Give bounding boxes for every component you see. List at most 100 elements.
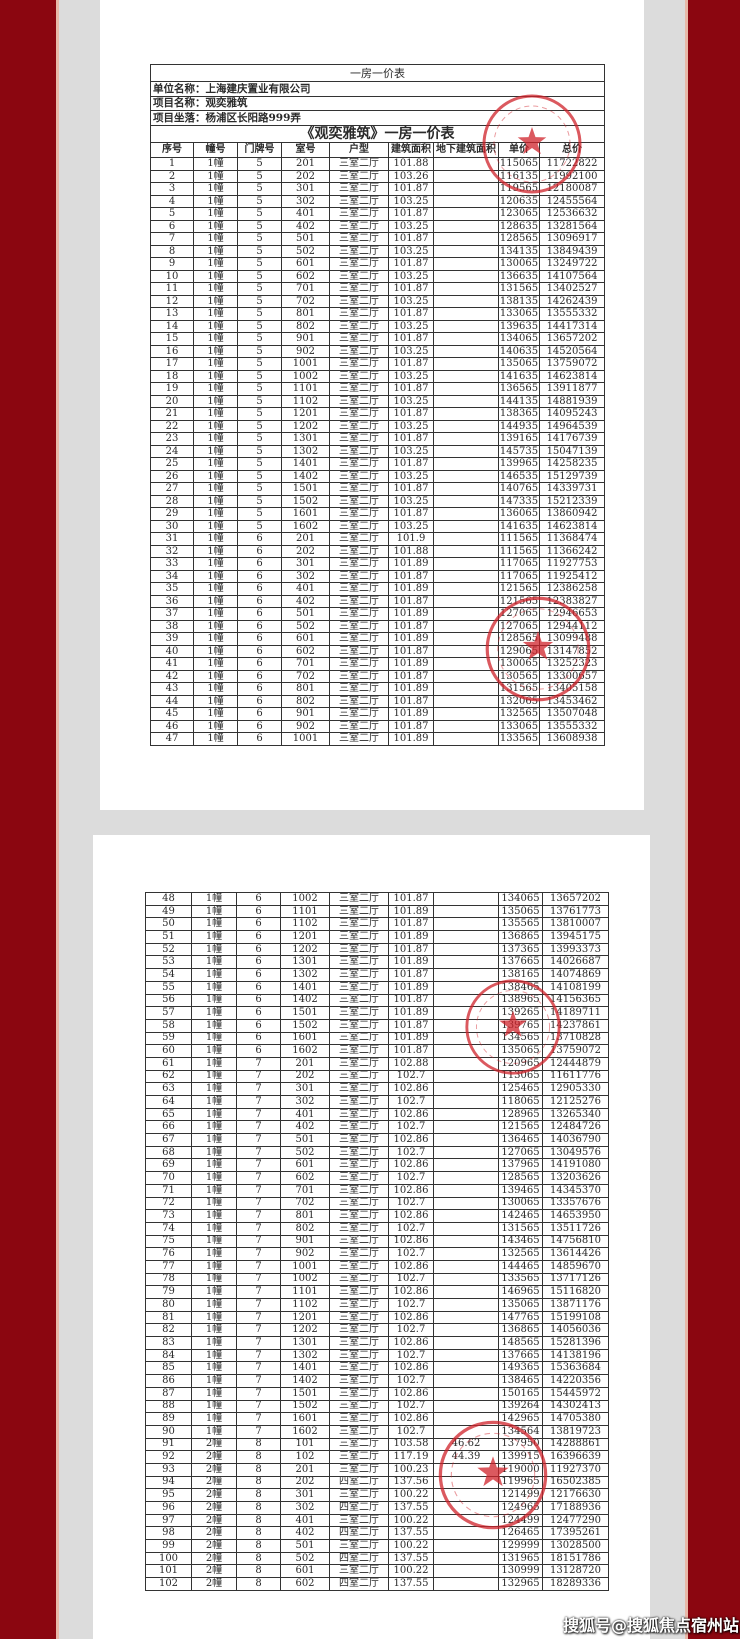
table-cell: 1幢 bbox=[193, 669, 238, 684]
table-cell bbox=[433, 1577, 499, 1591]
table-cell: 1幢 bbox=[191, 892, 237, 906]
table-cell: 7 bbox=[236, 1145, 281, 1160]
table-cell: 123065 bbox=[498, 207, 540, 221]
table-cell: 13128720 bbox=[542, 1564, 609, 1579]
table-row: 42 1幢 6 702 三室二厅 101.87 130565 13300657 bbox=[150, 669, 606, 684]
table-cell: 100.22 bbox=[388, 1488, 434, 1502]
table-cell: 四室二厅 bbox=[329, 1526, 389, 1541]
table-cell: 1幢 bbox=[193, 407, 238, 421]
table-cell: 102.86 bbox=[388, 1234, 434, 1249]
table-cell: 1幢 bbox=[191, 1183, 237, 1198]
table-cell: 13860942 bbox=[538, 507, 606, 521]
table-cell bbox=[433, 1488, 499, 1502]
table-cell: 302 bbox=[280, 1095, 330, 1109]
table-cell bbox=[433, 1259, 499, 1274]
table-cell: 15212339 bbox=[538, 494, 606, 509]
table-row: 20 1幢 5 1102 三室二厅 103.25 144135 14881939 bbox=[150, 394, 606, 409]
right-red-border bbox=[688, 0, 740, 1639]
table-cell bbox=[433, 955, 499, 970]
table-cell: 6 bbox=[237, 532, 282, 546]
table-row: 66 1幢 7 402 三室二厅 102.7 121565 12484726 bbox=[145, 1120, 609, 1135]
table-cell: 901 bbox=[281, 332, 330, 346]
table-cell: 121565 bbox=[498, 1120, 543, 1135]
column-header: 总价 bbox=[538, 141, 606, 159]
table-cell: 13717126 bbox=[542, 1272, 609, 1287]
table-cell: 1幢 bbox=[191, 1361, 237, 1376]
table-cell: 55 bbox=[145, 980, 192, 995]
table-cell: 102.7 bbox=[388, 1399, 434, 1414]
table-cell: 1302 bbox=[280, 1348, 330, 1363]
table-row: 43 1幢 6 801 三室二厅 101.89 131565 13405158 bbox=[150, 682, 606, 696]
table-cell: 201 bbox=[280, 1462, 330, 1477]
table-cell: 602 bbox=[280, 1171, 330, 1185]
table-cell: 134065 bbox=[498, 892, 543, 906]
table-cell: 78 bbox=[145, 1272, 192, 1287]
table-cell: 12944112 bbox=[538, 619, 606, 634]
column-header: 地下建筑面积 bbox=[433, 141, 499, 159]
table-cell: 1602 bbox=[280, 1044, 330, 1058]
table-cell: 102 bbox=[280, 1450, 330, 1464]
table-cell: 138165 bbox=[498, 968, 543, 982]
table-cell bbox=[433, 407, 499, 421]
table-cell: 三室二厅 bbox=[329, 507, 389, 521]
table-cell bbox=[433, 1234, 499, 1249]
table-cell: 136865 bbox=[498, 930, 543, 944]
table-cell bbox=[433, 1348, 499, 1363]
table-cell: 136565 bbox=[498, 382, 540, 396]
table-cell bbox=[433, 482, 499, 496]
table-cell: 1102 bbox=[281, 394, 330, 409]
table-cell: 14859670 bbox=[542, 1259, 609, 1274]
table-cell: 5 bbox=[237, 307, 282, 321]
table-cell: 1幢 bbox=[193, 719, 238, 734]
table-cell: 13252323 bbox=[538, 657, 606, 671]
table-cell: 7 bbox=[236, 1196, 281, 1211]
table-row: 48 1幢 6 1002 三室二厅 101.87 134065 13657202 bbox=[145, 892, 609, 906]
table-cell: 1幢 bbox=[193, 644, 238, 659]
table-cell: 801 bbox=[280, 1209, 330, 1223]
table-row: 94 2幢 8 202 四室二厅 137.56 119965 16502385 bbox=[145, 1475, 609, 1490]
table-cell: 137665 bbox=[498, 1348, 543, 1363]
table-cell: 101.87 bbox=[388, 457, 434, 471]
table-row: 32 1幢 6 202 三室二厅 101.88 111565 11366242 bbox=[150, 544, 606, 559]
table-cell: 三室二厅 bbox=[329, 444, 389, 459]
table-cell: 13028500 bbox=[542, 1539, 609, 1553]
table-cell: 1幢 bbox=[193, 707, 238, 721]
table-cell: 11722822 bbox=[538, 157, 606, 171]
table-row: 84 1幢 7 1302 三室二厅 102.7 137665 14138196 bbox=[145, 1348, 609, 1363]
table-cell: 1301 bbox=[280, 955, 330, 970]
table-cell: 59 bbox=[145, 1031, 192, 1046]
table-cell: 1幢 bbox=[191, 1107, 237, 1122]
table-cell: 三室二厅 bbox=[329, 1158, 389, 1173]
table-cell: 三室二厅 bbox=[329, 382, 389, 396]
table-cell: 39 bbox=[150, 632, 194, 646]
table-cell: 三室二厅 bbox=[329, 1133, 389, 1147]
table-cell: 5 bbox=[237, 344, 282, 359]
table-cell: 1001 bbox=[281, 732, 330, 746]
table-cell: 15445972 bbox=[542, 1386, 609, 1401]
table-cell: 三室二厅 bbox=[329, 1095, 389, 1109]
table-cell: 79 bbox=[145, 1285, 192, 1299]
table-cell: 501 bbox=[280, 1539, 330, 1553]
table-cell: 102.7 bbox=[388, 1348, 434, 1363]
table-cell: 75 bbox=[145, 1234, 192, 1249]
table-cell: 6 bbox=[237, 632, 282, 646]
table-cell: 三室二厅 bbox=[329, 1310, 389, 1325]
table-cell bbox=[433, 980, 499, 995]
table-cell: 1302 bbox=[280, 968, 330, 982]
table-cell: 三室二厅 bbox=[329, 1348, 389, 1363]
table-cell: 102.7 bbox=[388, 1095, 434, 1109]
table-row: 85 1幢 7 1401 三室二厅 102.86 149365 15363684 bbox=[145, 1361, 609, 1376]
table-cell: 15199108 bbox=[542, 1310, 609, 1325]
table-cell: 1幢 bbox=[193, 607, 238, 621]
table-cell: 101.88 bbox=[388, 544, 434, 559]
table-cell: 38 bbox=[150, 619, 194, 634]
table-cell bbox=[433, 657, 499, 671]
table-cell: 6 bbox=[236, 904, 281, 919]
table-cell: 三室二厅 bbox=[329, 1488, 389, 1502]
table-cell: 8 bbox=[236, 1564, 281, 1579]
table-cell bbox=[433, 344, 499, 359]
table-cell: 401 bbox=[281, 207, 330, 221]
table-cell: 17395261 bbox=[542, 1526, 609, 1541]
table-cell: 三室二厅 bbox=[329, 955, 389, 970]
table-cell: 102.7 bbox=[388, 1424, 434, 1439]
